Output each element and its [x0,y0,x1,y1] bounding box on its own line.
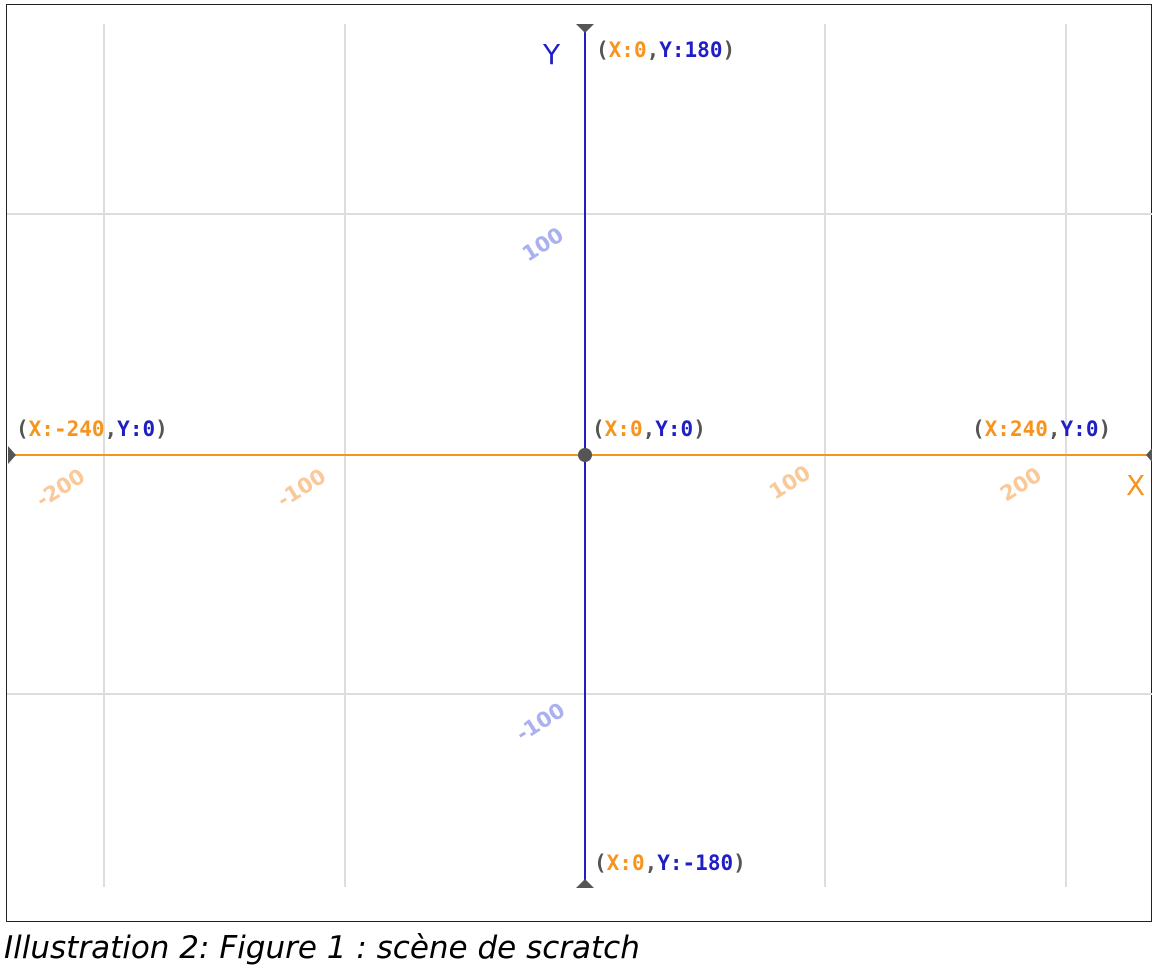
x-axis-right-arrow [1146,448,1152,462]
origin-dot [578,448,592,462]
y-tick-minus-100: -100 [512,698,569,746]
figure-caption: Illustration 2: Figure 1 : scène de scra… [4,930,640,966]
coord-label-right: (X:240,Y:0) [972,417,1111,441]
coord-label-top: (X:0,Y:180) [596,38,735,62]
y-axis-bottom-arrow [576,879,594,888]
x-tick-minus-200: -200 [32,464,89,512]
x-tick-100: 100 [765,461,815,505]
coord-label-bottom: (X:0,Y:-180) [594,851,746,875]
grid [7,24,1152,887]
y-tick-100: 100 [518,223,568,267]
x-tick-200: 200 [996,463,1046,507]
x-tick-minus-100: -100 [273,464,330,512]
y-axis-top-arrow [576,24,594,33]
x-axis-left-arrow [8,446,16,464]
x-axis-name: X [1126,469,1145,502]
figure-frame [6,4,1152,922]
coord-label-origin: (X:0,Y:0) [592,417,706,441]
y-axis-name: Y [542,38,561,71]
coord-label-left: (X:-240,Y:0) [16,417,168,441]
